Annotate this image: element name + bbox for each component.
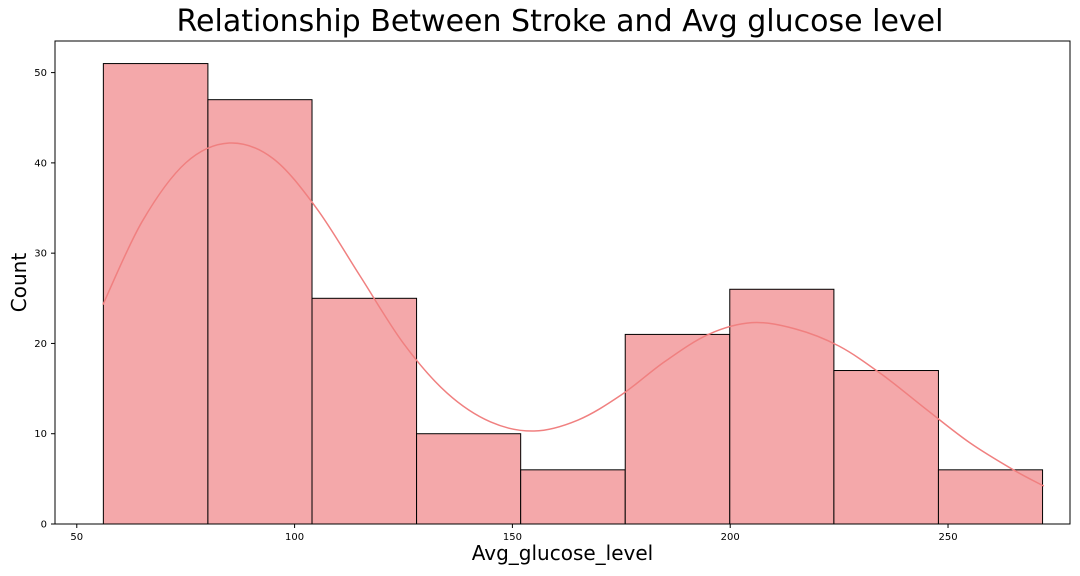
y-tick-label: 30 [34,249,47,260]
x-tick-label: 50 [70,532,83,543]
x-tick-label: 250 [938,532,957,543]
y-tick-label: 40 [34,158,47,169]
histogram-bar [729,288,835,525]
histogram-bar [833,370,939,525]
y-tick-label: 10 [34,429,47,440]
plot-frame [54,40,1071,525]
y-tick-label: 20 [34,339,47,350]
x-tick-label: 200 [721,532,740,543]
histogram-bar [102,63,209,525]
histogram-bar [416,433,522,525]
histogram-bar [207,99,313,525]
x-axis-ticks: 50 100 150 200 250 [70,524,958,543]
histogram-bar [520,469,626,525]
chart-title: Relationship Between Stroke and Avg gluc… [176,4,944,39]
x-tick-label: 100 [285,532,304,543]
bars-group [102,63,1044,525]
kde-curve [102,142,1045,487]
y-tick-label: 50 [34,68,47,79]
x-axis-label: Avg_glucose_level [472,541,653,565]
histogram-bar [311,297,418,525]
histogram-bar [624,333,731,525]
y-tick-label: 0 [41,520,47,531]
y-axis-label: Count [7,253,31,313]
x-tick-label: 150 [503,532,522,543]
y-axis-ticks: 0 10 20 30 40 50 [34,68,55,531]
histogram-bar [937,469,1044,525]
